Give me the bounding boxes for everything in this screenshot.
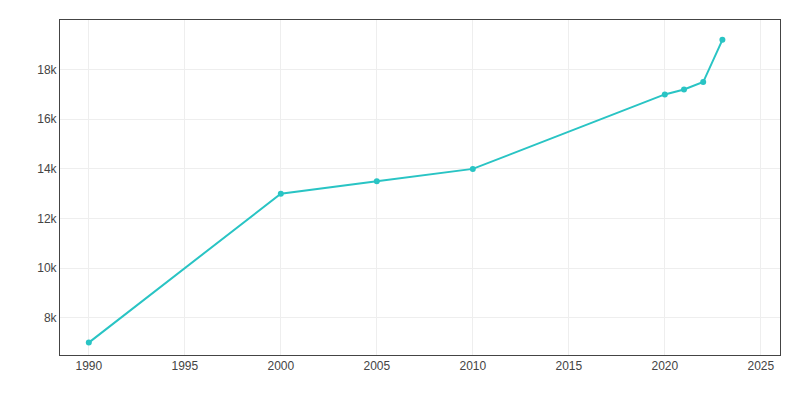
svg-text:14k: 14k <box>37 162 57 176</box>
svg-text:18k: 18k <box>37 63 57 77</box>
svg-text:2025: 2025 <box>747 359 774 373</box>
svg-text:1995: 1995 <box>171 359 198 373</box>
svg-text:2005: 2005 <box>363 359 390 373</box>
svg-text:2000: 2000 <box>267 359 294 373</box>
svg-text:12k: 12k <box>37 212 57 226</box>
svg-text:8k: 8k <box>44 311 58 325</box>
svg-text:2020: 2020 <box>651 359 678 373</box>
svg-text:10k: 10k <box>37 261 57 275</box>
svg-text:16k: 16k <box>37 112 57 126</box>
svg-text:2010: 2010 <box>459 359 486 373</box>
svg-text:2015: 2015 <box>555 359 582 373</box>
svg-text:1990: 1990 <box>75 359 102 373</box>
